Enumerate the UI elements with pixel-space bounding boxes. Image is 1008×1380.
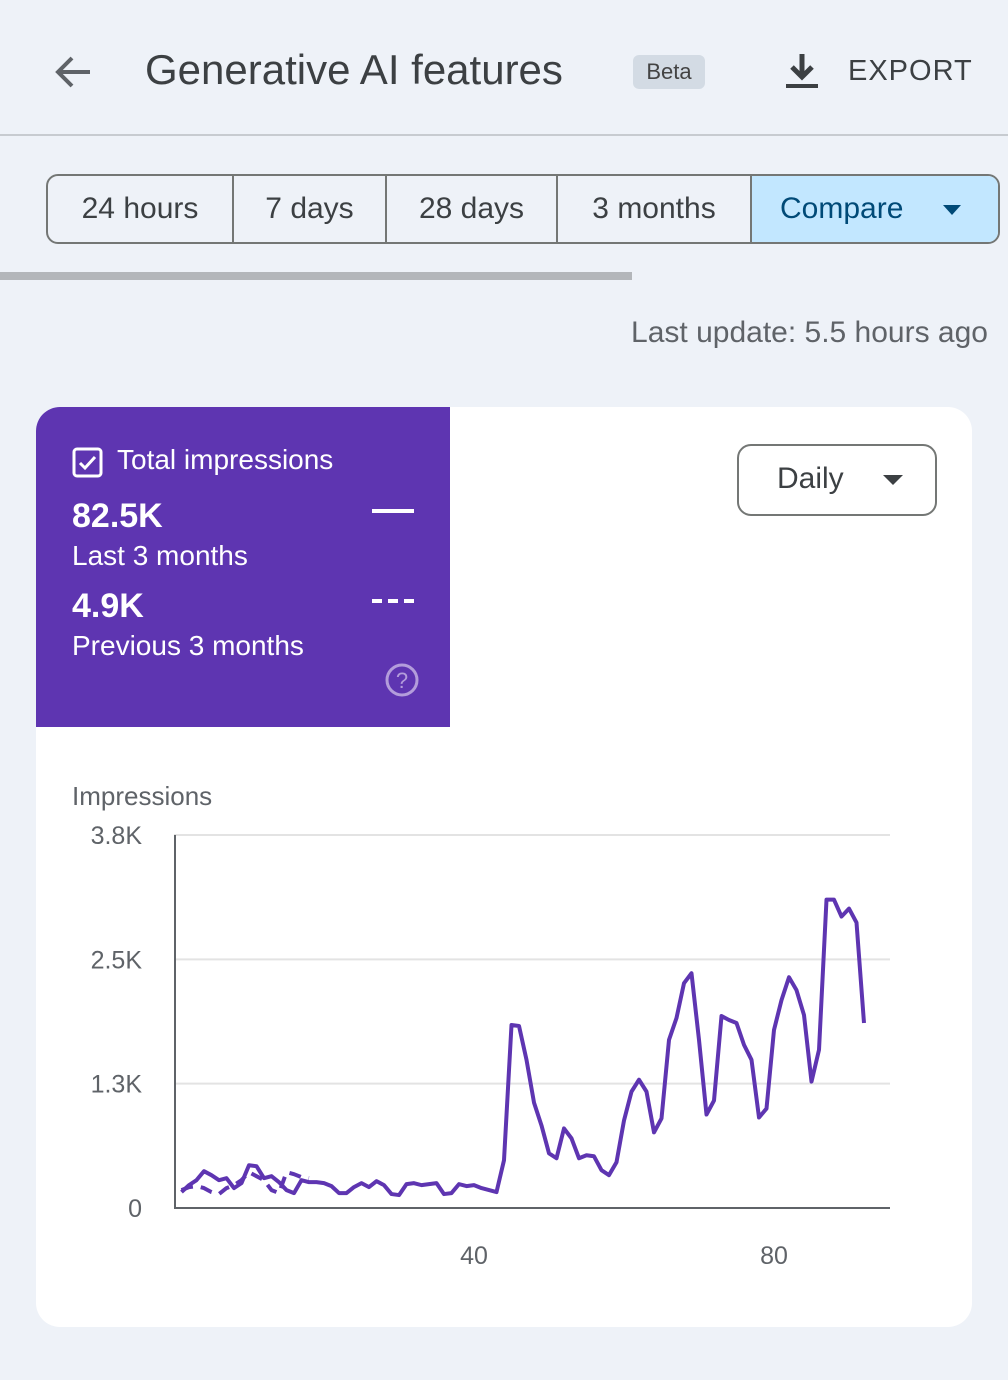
tab-label: Compare — [780, 192, 904, 225]
caret — [883, 475, 903, 485]
y-tick-label: 0 — [128, 1195, 142, 1223]
caret — [943, 205, 961, 215]
tab[interactable]: 3 months — [558, 176, 752, 242]
metric-period: Last 3 months — [72, 540, 248, 571]
y-tick-label: 1.3K — [91, 1071, 143, 1099]
card: Total impressions 82.5K Last 3 months 4.… — [36, 407, 972, 1327]
help-icon[interactable]: ? — [384, 662, 420, 698]
y-axis-title: Impressions — [72, 781, 212, 811]
metric-title: Total impressions — [117, 444, 334, 475]
progress-bar — [0, 272, 632, 280]
download-icon[interactable] — [782, 52, 822, 92]
y-tick-label: 3.8K — [91, 822, 143, 850]
page-title: Generative AI features — [145, 46, 563, 93]
export-button[interactable]: EXPORT — [848, 55, 973, 87]
series-line — [180, 897, 866, 1198]
x-tick-label: 40 — [460, 1242, 488, 1270]
back-button[interactable] — [50, 50, 94, 94]
range-tabs: 24 hours 7 days 28 days 3 months Compare — [46, 174, 1000, 244]
last-update: Last update: 5.5 hours ago — [631, 316, 988, 349]
checkbox[interactable] — [72, 447, 104, 479]
series-line — [180, 1170, 310, 1197]
metric-panel[interactable]: Total impressions 82.5K Last 3 months 4.… — [36, 407, 450, 727]
granularity-dropdown[interactable]: Daily — [737, 444, 937, 516]
svg-text:?: ? — [396, 668, 408, 693]
beta-badge: Beta — [633, 55, 705, 89]
tab[interactable]: 28 days — [387, 176, 558, 242]
metric-period: Previous 3 months — [72, 630, 304, 661]
y-tick-label: 2.5K — [91, 946, 143, 974]
metric-total: 4.9K — [72, 587, 144, 625]
line-keys — [372, 509, 414, 603]
x-tick-label: 80 — [760, 1242, 788, 1270]
tab[interactable]: 24 hours — [48, 176, 234, 242]
metric-total: 82.5K — [72, 497, 163, 535]
tab-selected[interactable]: Compare — [752, 176, 998, 242]
dropdown-label: Daily — [777, 462, 844, 495]
divider — [0, 134, 1008, 136]
tab[interactable]: 7 days — [234, 176, 387, 242]
